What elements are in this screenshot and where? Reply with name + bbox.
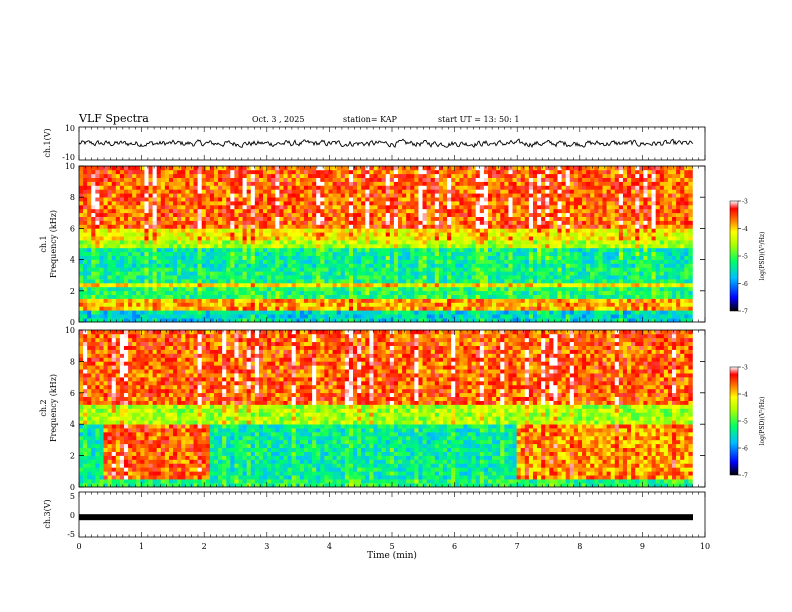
spec1-ytick-label: 8	[70, 193, 75, 202]
cb2-ticks-label: -7	[742, 473, 748, 480]
ch3-ytick-neg5: -5	[67, 530, 75, 539]
cb1-ticks-label: -3	[742, 199, 748, 206]
ch1-trace	[79, 139, 693, 147]
spec2-ytick-label: 8	[70, 357, 75, 366]
ch2-ylabel-channel: ch.2	[39, 399, 48, 416]
spec2-ytick-label: 6	[70, 389, 75, 398]
time-tick-label: 0	[76, 542, 81, 551]
cb1-ticks-label: -5	[742, 254, 748, 261]
cb1-ticks-label: -6	[742, 281, 748, 288]
time-tick-label: 6	[452, 542, 457, 551]
ch3-trace	[79, 514, 693, 520]
ch1-ylabel-frequency: Frequency (kHz)	[49, 210, 58, 278]
ch3-ytick-5: 5	[70, 492, 75, 501]
vlf-figure: VLF Spectra Oct. 3 , 2025 station= KAP s…	[0, 0, 792, 612]
ch1-ylabel: ch.1(V)	[43, 128, 52, 157]
time-tick-label: 3	[264, 542, 269, 551]
spec1-ytick-label: 2	[70, 287, 75, 296]
time-tick-label: 5	[389, 542, 394, 551]
figure-title: VLF Spectra	[78, 112, 149, 125]
ch1-spectrogram	[79, 166, 693, 322]
cb2-ticks-label: -5	[742, 419, 748, 426]
time-tick-label: 9	[640, 542, 645, 551]
ch1-colorbar: -3 -4 -5 -6 -7 log(PSD)(V²/Hz)	[730, 199, 766, 316]
cb1-ticks-label: -7	[742, 309, 748, 316]
date-label: Oct. 3 , 2025	[252, 115, 304, 124]
ch2-spectrogram	[79, 330, 693, 487]
ch1-waveform-panel: 10 -10 ch.1(V)	[43, 124, 705, 162]
ch2-ylabel-frequency: Frequency (kHz)	[49, 374, 58, 442]
spec2-ytick-label: 4	[70, 420, 75, 429]
cb2-ticks-label: -6	[742, 446, 748, 453]
ch1-colorbar-label: log(PSD)(V²/Hz)	[759, 232, 766, 281]
start-time-label: start UT = 13: 50: 1	[438, 115, 519, 124]
cb2-ticks-label: -4	[742, 392, 748, 399]
station-label: station= KAP	[343, 115, 398, 124]
spec2-ytick-label: 10	[65, 326, 75, 335]
spec1-ytick-label: 4	[70, 256, 75, 265]
time-tick-label: 10	[700, 542, 710, 551]
spec2-ytick-label: 0	[70, 483, 75, 492]
ch1-ylabel-channel: ch.1	[39, 235, 48, 252]
ch3-ylabel: ch.3(V)	[43, 499, 52, 528]
ch1-ytick-top: 10	[65, 124, 75, 133]
spec2-ytick-label: 2	[70, 452, 75, 461]
spec1-ytick-label: 6	[70, 224, 75, 233]
time-tick-label: 2	[202, 542, 207, 551]
ch2-colorbar-label: log(PSD)(V²/Hz)	[759, 397, 766, 446]
ch1-ytick-bottom: -10	[62, 153, 75, 162]
ch3-ytick-0: 0	[70, 511, 75, 520]
time-tick-label: 4	[327, 542, 332, 551]
ch2-spectrogram-panel: 0 2 4 6 8 10 ch.2 Frequency (kHz)	[39, 326, 705, 492]
cb2-ticks-label: -3	[742, 365, 748, 372]
spec1-ytick-label: 10	[65, 162, 75, 171]
cb1-ticks-label: -4	[742, 226, 748, 233]
ch2-colorbar: -3 -4 -5 -6 -7 log(PSD)(V²/Hz)	[730, 365, 766, 480]
time-tick-label: 1	[139, 542, 144, 551]
time-axis-label: Time (min)	[367, 550, 417, 561]
time-tick-label: 7	[515, 542, 520, 551]
time-tick-label: 8	[577, 542, 582, 551]
ch3-waveform-panel: 5 0 -5 ch.3(V)	[43, 492, 705, 539]
